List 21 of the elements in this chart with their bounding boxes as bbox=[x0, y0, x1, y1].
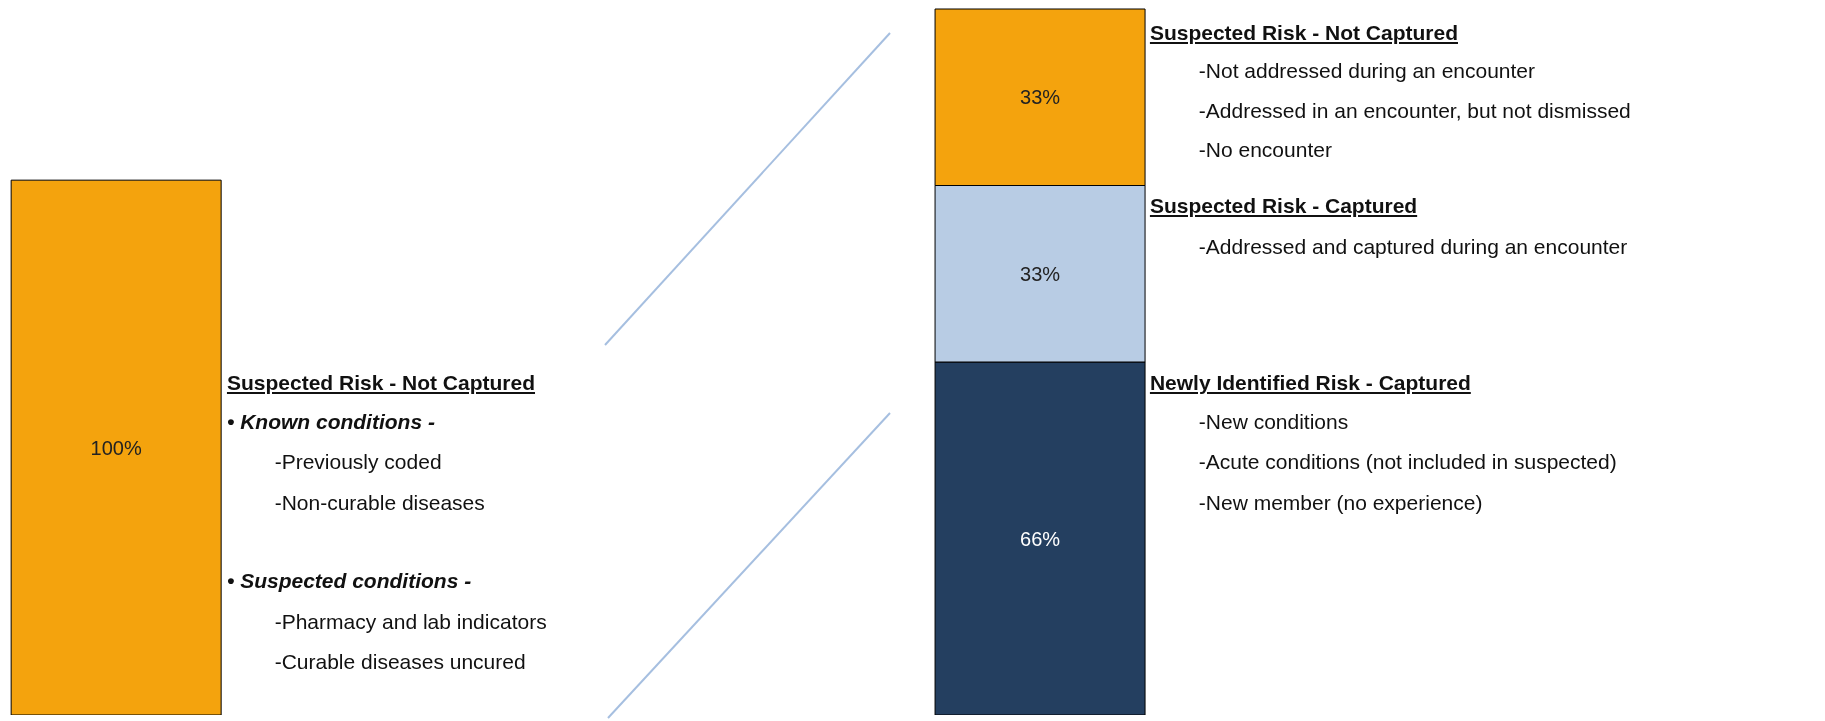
annotation: -Addressed in an encounter, but not dismissed bbox=[1198, 97, 1631, 124]
annotation: Suspected Risk - Not Captured bbox=[226, 369, 536, 396]
data-label: 33% bbox=[1020, 86, 1061, 109]
annotation: • Known conditions - bbox=[226, 409, 435, 436]
data-label: 100% bbox=[90, 436, 142, 459]
annotation: -Non-curable diseases bbox=[274, 489, 485, 516]
annotation: Suspected Risk - Captured bbox=[1149, 193, 1418, 219]
annotation: -Previously coded bbox=[274, 449, 442, 476]
annotation: -Addressed and captured during an encounter bbox=[1198, 233, 1628, 260]
annotation: -Pharmacy and lab indicators bbox=[274, 608, 547, 635]
annotation: -Acute conditions (not included in suspected) bbox=[1198, 449, 1617, 476]
annotation: -No encounter bbox=[1198, 137, 1332, 164]
annotation: -Curable diseases uncured bbox=[274, 649, 526, 676]
annotation: -New member (no experience) bbox=[1198, 489, 1483, 516]
annotation: Newly Identified Risk - Captured bbox=[1149, 369, 1471, 396]
annotation: • Suspected conditions - bbox=[226, 567, 472, 594]
annotation: -New conditions bbox=[1198, 409, 1349, 436]
annotation: Suspected Risk - Not Captured bbox=[1149, 19, 1458, 46]
annotation: -Not addressed during an encounter bbox=[1198, 58, 1536, 84]
data-label: 33% bbox=[1020, 262, 1061, 285]
data-label: 66% bbox=[1020, 527, 1061, 550]
